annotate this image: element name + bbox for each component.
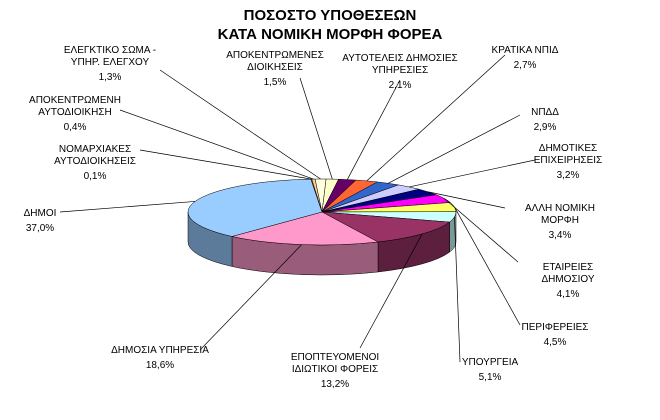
slice-label: ΕΤΑΙΡΕΙΕΣ ΔΗΜΟΣΙΟΥ 4,1% xyxy=(522,262,614,301)
value-label: 18,6% xyxy=(145,360,175,371)
leader-line xyxy=(359,233,423,349)
slice-label: ΑΥΤΟΤΕΛΕΙΣ ΔΗΜΟΣΙΕΣ ΥΠΗΡΕΣΙΕΣ 2,1% xyxy=(342,53,457,92)
slice-label: ΑΠΟΚΕΝΤΡΩΜΕΝΕΣ ΔΙΟΙΚΗΣΕΙΣ 1,5% xyxy=(226,50,324,89)
category-label: ΑΥΤΟΤΕΛΕΙΣ ΔΗΜΟΣΙΕΣ ΥΠΗΡΕΣΙΕΣ xyxy=(342,53,458,76)
value-label: 0,4% xyxy=(63,122,87,133)
leader-line xyxy=(366,54,506,182)
value-label: 37,0% xyxy=(25,223,55,234)
leader-line xyxy=(428,191,506,209)
slice-label: ΥΠΟΥΡΓΕΙΑ 5,1% xyxy=(462,357,518,384)
value-label: 3,4% xyxy=(548,230,572,241)
leader-line xyxy=(119,109,314,180)
value-label: 2,7% xyxy=(513,60,537,71)
category-label: ΔΗΜΟΙ xyxy=(23,208,57,219)
slice-label: ΔΗΜΟΤΙΚΕΣ ΕΠΙΧΕΙΡΗΣΕΙΣ 3,2% xyxy=(534,143,603,182)
slice-label: ΕΠΟΠΤΕΥΟΜΕΝΟΙ ΙΔΙΩΤΙΚΟΙ ΦΟΡΕΙΣ 13,2% xyxy=(291,352,379,391)
leader-line xyxy=(409,159,536,188)
category-label: ΠΕΡΙΦΕΡΕΙΕΣ xyxy=(521,322,589,333)
value-label: 0,1% xyxy=(83,171,107,182)
slice-label: ΠΕΡΙΦΕΡΕΙΕΣ 4,5% xyxy=(522,322,589,349)
value-label: 4,5% xyxy=(543,337,567,348)
leader-line xyxy=(159,69,321,180)
leader-line xyxy=(347,79,401,180)
leader-line xyxy=(454,216,461,363)
slice xyxy=(187,178,323,237)
category-label: ΔΗΜΟΣΙΑ ΥΠΗΡΕΣΙΑ xyxy=(111,345,209,356)
value-label: 2,1% xyxy=(388,80,412,91)
slice xyxy=(231,211,379,246)
leader-line xyxy=(388,114,521,184)
chart-title: ΠΟΣΟΣΤΟ ΥΠΟΘΕΣΕΩΝ ΚΑΤΑ ΝΟΜΙΚΗ ΜΟΡΦΗ ΦΟΡΕ… xyxy=(217,7,443,43)
value-label: 1,3% xyxy=(98,72,122,83)
value-label: 4,1% xyxy=(556,289,580,300)
value-label: 2,9% xyxy=(533,122,557,133)
value-label: 1,5% xyxy=(263,77,287,88)
leader-line xyxy=(59,201,196,213)
value-label: 13,2% xyxy=(320,379,350,390)
slice-label: ΑΛΛΗ ΝΟΜΙΚΗ ΜΟΡΦΗ 3,4% xyxy=(510,203,610,242)
slice-label: ΕΛΕΓΚΤΙΚΟ ΣΩΜΑ - ΥΠΗΡ. ΕΛΕΓΧΟΥ 1,3% xyxy=(64,45,156,84)
leader-line xyxy=(199,244,302,351)
leader-line xyxy=(444,198,519,263)
slice-label: ΔΗΜΟΣΙΑ ΥΠΗΡΕΣΙΑ 18,6% xyxy=(111,345,209,372)
value-label: 3,2% xyxy=(556,170,580,181)
category-label: ΑΛΛΗ ΝΟΜΙΚΗ ΜΟΡΦΗ xyxy=(524,203,596,226)
category-label: ΕΠΟΠΤΕΥΟΜΕΝΟΙ ΙΔΙΩΤΙΚΟΙ ΦΟΡΕΙΣ xyxy=(290,352,380,375)
category-label: ΚΡΑΤΙΚΑ ΝΠΙΔ xyxy=(491,45,559,56)
slice xyxy=(314,178,327,213)
category-label: ΕΤΑΙΡΕΙΕΣ ΔΗΜΟΣΙΟΥ xyxy=(541,262,595,285)
category-label: ΑΠΟΚΕΝΤΡΩΜΕΝΗ ΑΥΤΟΔΙΟΙΚΗΣΗ xyxy=(29,95,121,118)
value-label: 5,1% xyxy=(478,372,502,383)
category-label: ΝΠΔΔ xyxy=(531,107,559,118)
slice-label: ΝΟΜΑΡΧΙΑΚΕΣ ΑΥΤΟΔΙΟΙΚΗΣΕΙΣ 0,1% xyxy=(54,144,136,183)
category-label: ΔΗΜΟΤΙΚΕΣ ΕΠΙΧΕΙΡΗΣΕΙΣ xyxy=(533,143,603,166)
leader-line xyxy=(454,206,521,326)
slice-label: ΝΠΔΔ 2,9% xyxy=(531,107,559,134)
leader-line xyxy=(299,77,333,180)
category-label: ΥΠΟΥΡΓΕΙΑ xyxy=(461,357,519,368)
slice-label: ΑΠΟΚΕΝΤΡΩΜΕΝΗ ΑΥΤΟΔΙΟΙΚΗΣΗ 0,4% xyxy=(29,95,121,134)
slice-label: ΔΗΜΟΙ 37,0% xyxy=(24,208,57,235)
leader-line xyxy=(139,149,312,180)
category-label: ΑΠΟΚΕΝΤΡΩΜΕΝΕΣ ΔΙΟΙΚΗΣΕΙΣ xyxy=(226,50,324,73)
slice-label: ΚΡΑΤΙΚΑ ΝΠΙΔ 2,7% xyxy=(492,45,559,72)
category-label: ΕΛΕΓΚΤΙΚΟ ΣΩΜΑ - ΥΠΗΡ. ΕΛΕΓΧΟΥ xyxy=(63,45,157,68)
category-label: ΝΟΜΑΡΧΙΑΚΕΣ ΑΥΤΟΔΙΟΙΚΗΣΕΙΣ xyxy=(54,144,136,167)
